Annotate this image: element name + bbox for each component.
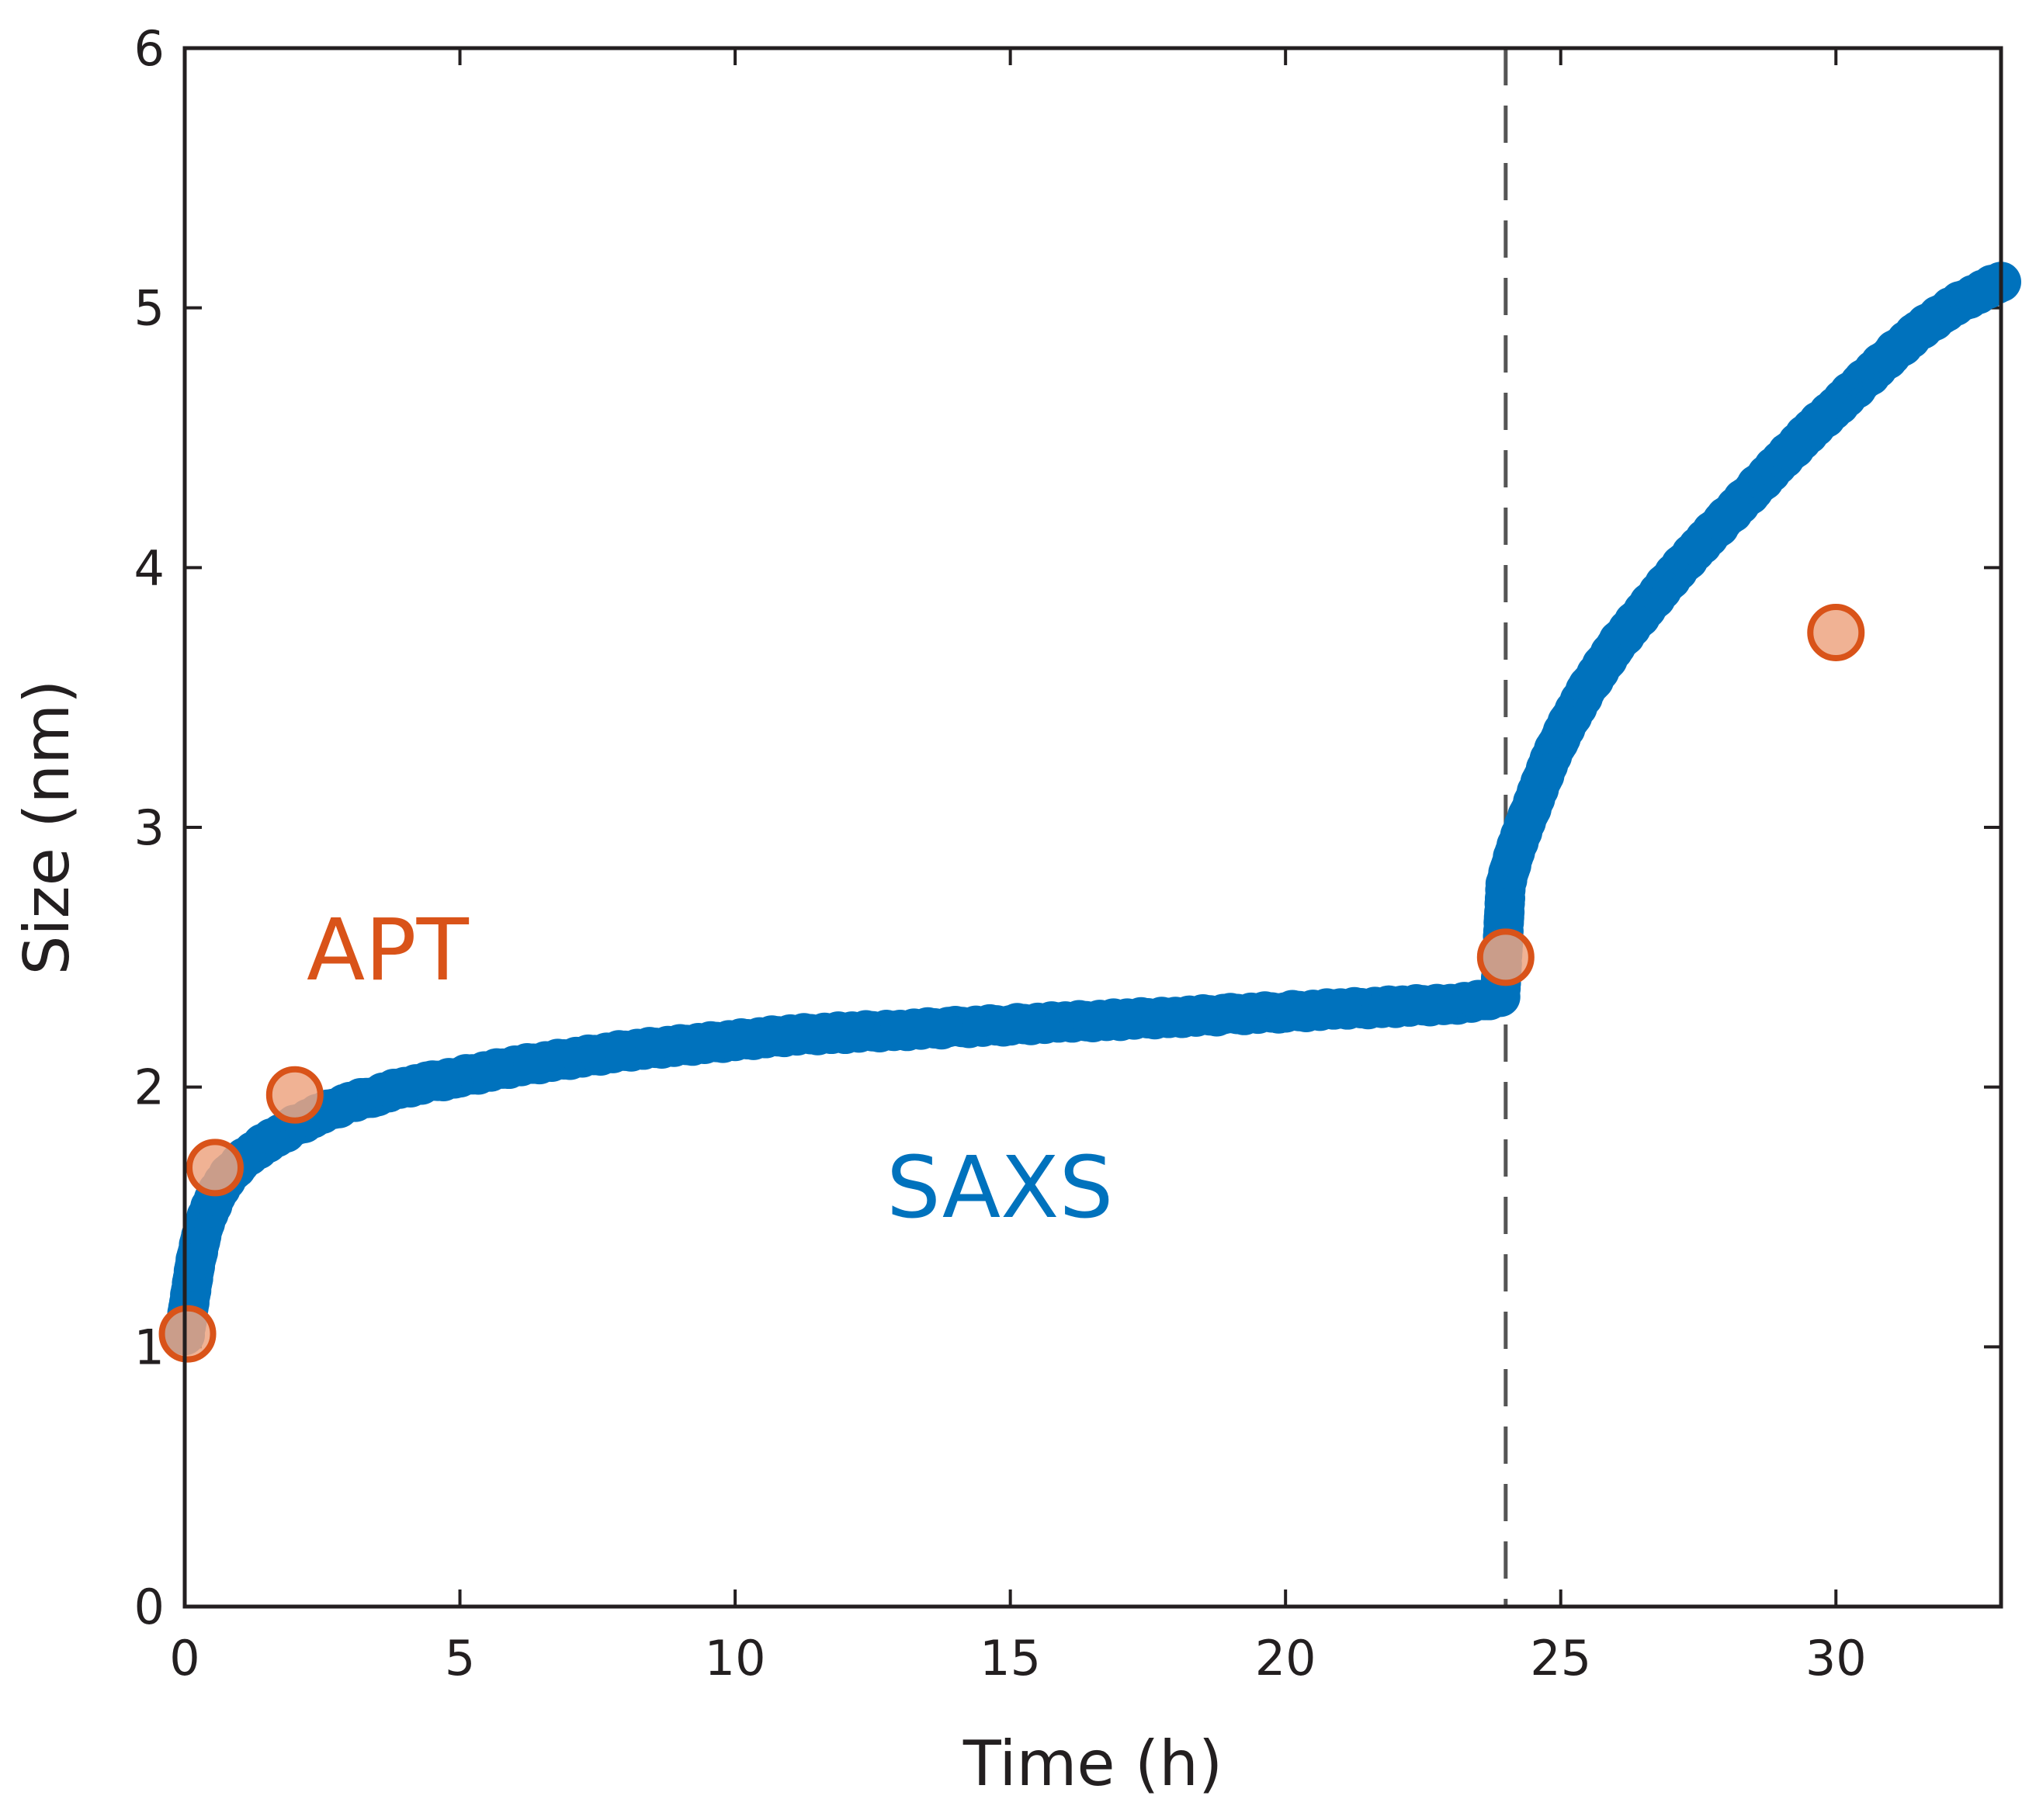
saxs-annotation: SAXS — [886, 1138, 1113, 1237]
x-tick-label: 20 — [1255, 1630, 1316, 1687]
apt-series — [158, 604, 1865, 1363]
apt-annotation: APT — [307, 900, 470, 1000]
apt-point — [1476, 928, 1535, 986]
x-tick-label: 25 — [1530, 1630, 1591, 1687]
y-tick-label: 4 — [134, 539, 165, 596]
x-tick-label: 5 — [445, 1630, 475, 1687]
y-tick-label: 0 — [134, 1579, 165, 1635]
x-tick-label: 30 — [1805, 1630, 1867, 1687]
axis-ticks — [183, 47, 2001, 1608]
apt-point — [158, 1305, 217, 1363]
y-tick-label: 6 — [134, 20, 165, 77]
y-axis-label: Size (nm) — [11, 680, 83, 976]
x-tick-label: 0 — [169, 1630, 199, 1687]
apt-point — [265, 1066, 324, 1124]
x-tick-label: 15 — [980, 1630, 1041, 1687]
apt-point — [1807, 604, 1865, 661]
y-tick-label: 5 — [134, 280, 165, 337]
plot-frame — [182, 46, 2003, 1609]
y-tick-label: 2 — [134, 1059, 165, 1116]
x-tick-label: 10 — [705, 1630, 766, 1687]
plot-area — [185, 48, 2001, 1607]
apt-point — [186, 1139, 244, 1197]
x-axis-label: Time (h) — [962, 1728, 1223, 1800]
y-tick-label: 3 — [134, 799, 165, 856]
